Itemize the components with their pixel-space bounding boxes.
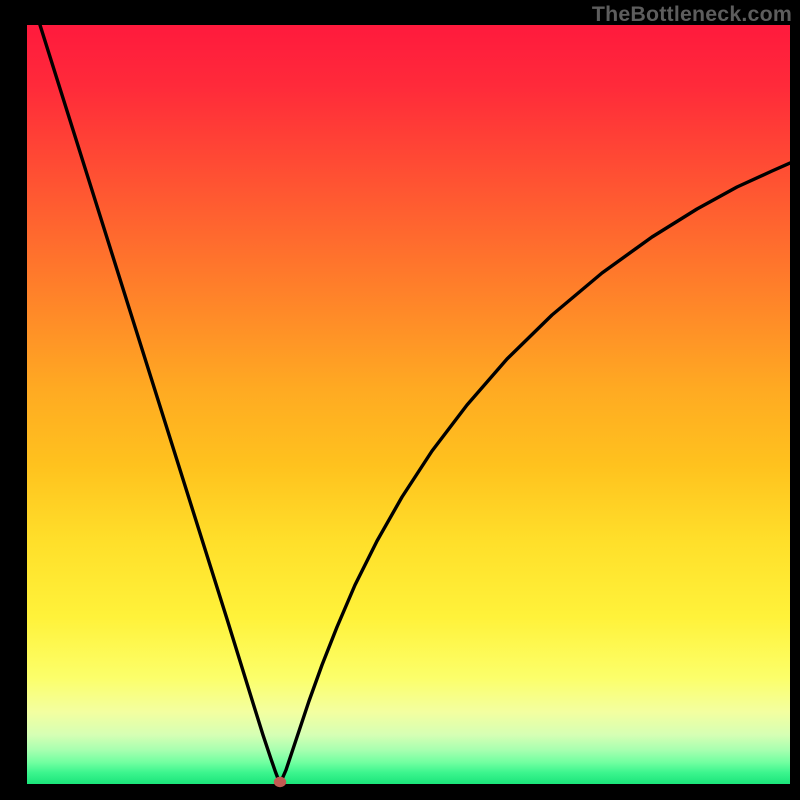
chart-stage: TheBottleneck.com — [0, 0, 800, 800]
watermark-text: TheBottleneck.com — [592, 2, 792, 27]
optimum-marker — [274, 777, 286, 787]
chart-svg — [0, 0, 800, 800]
chart-background — [27, 25, 790, 784]
